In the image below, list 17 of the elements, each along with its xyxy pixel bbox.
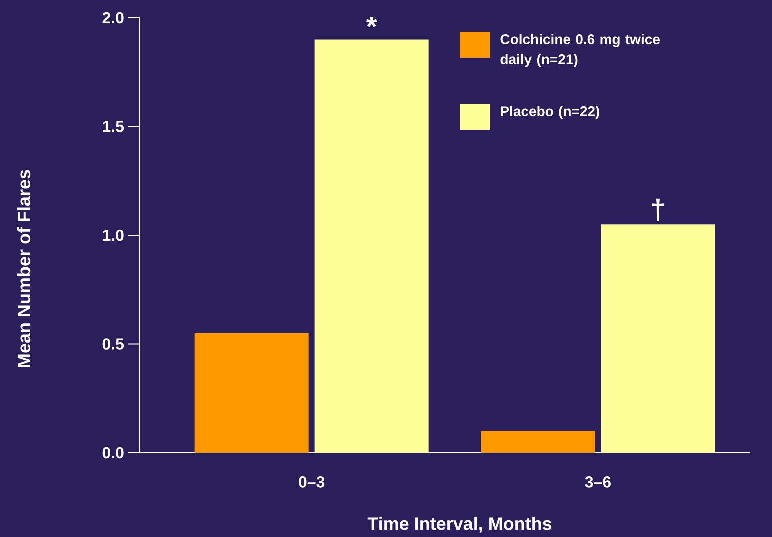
bar xyxy=(601,224,716,453)
x-tick-label: 3–6 xyxy=(585,476,611,488)
annotation: † xyxy=(652,198,664,222)
legend-label: Colchicine 0.6 mg twice daily (n=21) xyxy=(500,34,660,68)
y-tick-label: 1.0 xyxy=(103,230,124,242)
y-axis-title: Mean Number of Flares xyxy=(17,170,31,368)
bar xyxy=(314,40,429,453)
x-tick-label: 0–3 xyxy=(299,476,325,488)
x-axis-title: Time Interval, Months xyxy=(368,517,552,533)
bar xyxy=(481,431,596,453)
annotation: * xyxy=(366,16,378,28)
bar xyxy=(194,333,309,453)
y-tick-label: 1.5 xyxy=(103,121,124,132)
y-tick-label: 0.5 xyxy=(102,338,124,350)
legend-label: Placebo (n=22) xyxy=(501,106,600,120)
y-tick-label: 2.0 xyxy=(102,12,124,24)
y-tick-label: 0.0 xyxy=(102,447,124,459)
